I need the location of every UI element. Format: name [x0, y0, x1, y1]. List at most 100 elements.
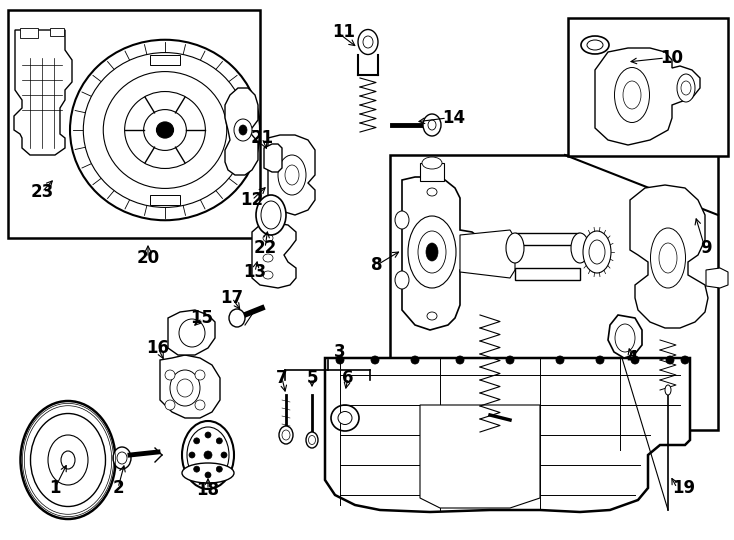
Text: 11: 11 — [332, 23, 355, 41]
Ellipse shape — [358, 30, 378, 55]
Ellipse shape — [581, 36, 609, 54]
Ellipse shape — [614, 68, 650, 123]
Ellipse shape — [204, 451, 212, 459]
Ellipse shape — [263, 271, 273, 279]
Polygon shape — [168, 310, 215, 355]
Polygon shape — [595, 48, 700, 145]
Ellipse shape — [170, 370, 200, 406]
Text: 23: 23 — [30, 183, 54, 201]
Ellipse shape — [363, 36, 373, 48]
Ellipse shape — [395, 271, 409, 289]
Ellipse shape — [21, 401, 115, 519]
Ellipse shape — [261, 201, 281, 229]
Ellipse shape — [156, 122, 173, 138]
Ellipse shape — [278, 155, 306, 195]
Polygon shape — [608, 315, 642, 358]
Ellipse shape — [331, 405, 359, 431]
Ellipse shape — [61, 451, 75, 469]
Ellipse shape — [113, 447, 131, 469]
Ellipse shape — [615, 324, 635, 352]
Ellipse shape — [583, 231, 611, 273]
Bar — [20, 28, 38, 38]
Text: 18: 18 — [197, 481, 219, 499]
Ellipse shape — [229, 309, 245, 327]
Ellipse shape — [423, 114, 441, 136]
Ellipse shape — [217, 466, 222, 472]
Text: 7: 7 — [276, 369, 288, 387]
Text: 4: 4 — [626, 349, 638, 367]
Ellipse shape — [426, 243, 438, 261]
Ellipse shape — [411, 356, 419, 364]
Ellipse shape — [506, 356, 514, 364]
Ellipse shape — [83, 52, 247, 207]
Ellipse shape — [239, 125, 247, 135]
Ellipse shape — [408, 216, 456, 288]
Text: 16: 16 — [147, 339, 170, 357]
Ellipse shape — [117, 452, 127, 464]
Polygon shape — [252, 222, 296, 288]
Ellipse shape — [103, 72, 227, 188]
Polygon shape — [14, 30, 72, 155]
Text: 19: 19 — [672, 479, 695, 497]
Ellipse shape — [659, 243, 677, 273]
Polygon shape — [390, 155, 718, 430]
Ellipse shape — [195, 400, 205, 410]
Ellipse shape — [589, 240, 605, 264]
Ellipse shape — [371, 356, 379, 364]
Ellipse shape — [308, 435, 316, 444]
Polygon shape — [150, 195, 180, 205]
Ellipse shape — [395, 211, 409, 229]
Text: 21: 21 — [250, 129, 274, 147]
Ellipse shape — [282, 430, 290, 440]
Bar — [8, 10, 260, 238]
Polygon shape — [160, 355, 220, 418]
Ellipse shape — [596, 356, 604, 364]
Text: 20: 20 — [137, 249, 159, 267]
Polygon shape — [460, 230, 515, 278]
Bar — [568, 18, 728, 156]
Ellipse shape — [279, 426, 293, 444]
Ellipse shape — [194, 466, 200, 472]
Ellipse shape — [338, 411, 352, 424]
Text: 1: 1 — [49, 479, 61, 497]
Polygon shape — [420, 405, 540, 508]
Text: 17: 17 — [220, 289, 244, 307]
Polygon shape — [268, 135, 315, 215]
Ellipse shape — [587, 40, 603, 50]
Ellipse shape — [422, 157, 442, 169]
Text: 6: 6 — [342, 369, 354, 387]
Ellipse shape — [681, 356, 689, 364]
Polygon shape — [264, 144, 282, 172]
Text: 22: 22 — [253, 239, 277, 257]
Text: 14: 14 — [442, 109, 465, 127]
Bar — [420, 163, 444, 181]
Ellipse shape — [681, 81, 691, 95]
Polygon shape — [630, 185, 708, 328]
Ellipse shape — [182, 463, 234, 483]
Ellipse shape — [336, 356, 344, 364]
Ellipse shape — [234, 119, 252, 141]
Ellipse shape — [182, 421, 234, 489]
Text: 15: 15 — [191, 309, 214, 327]
Text: 5: 5 — [306, 369, 318, 387]
Ellipse shape — [631, 356, 639, 364]
Ellipse shape — [70, 40, 260, 220]
Ellipse shape — [195, 370, 205, 380]
Text: 13: 13 — [244, 263, 266, 281]
Ellipse shape — [306, 432, 318, 448]
Ellipse shape — [144, 110, 186, 151]
Ellipse shape — [205, 472, 211, 478]
Ellipse shape — [665, 385, 671, 395]
Ellipse shape — [677, 74, 695, 102]
Ellipse shape — [189, 452, 195, 458]
Ellipse shape — [179, 319, 205, 347]
Ellipse shape — [650, 228, 686, 288]
Text: 2: 2 — [112, 479, 124, 497]
Text: 9: 9 — [700, 239, 712, 257]
Ellipse shape — [263, 234, 273, 242]
Ellipse shape — [256, 195, 286, 235]
Ellipse shape — [427, 188, 437, 196]
Ellipse shape — [165, 370, 175, 380]
Ellipse shape — [428, 120, 436, 130]
Ellipse shape — [187, 427, 229, 483]
